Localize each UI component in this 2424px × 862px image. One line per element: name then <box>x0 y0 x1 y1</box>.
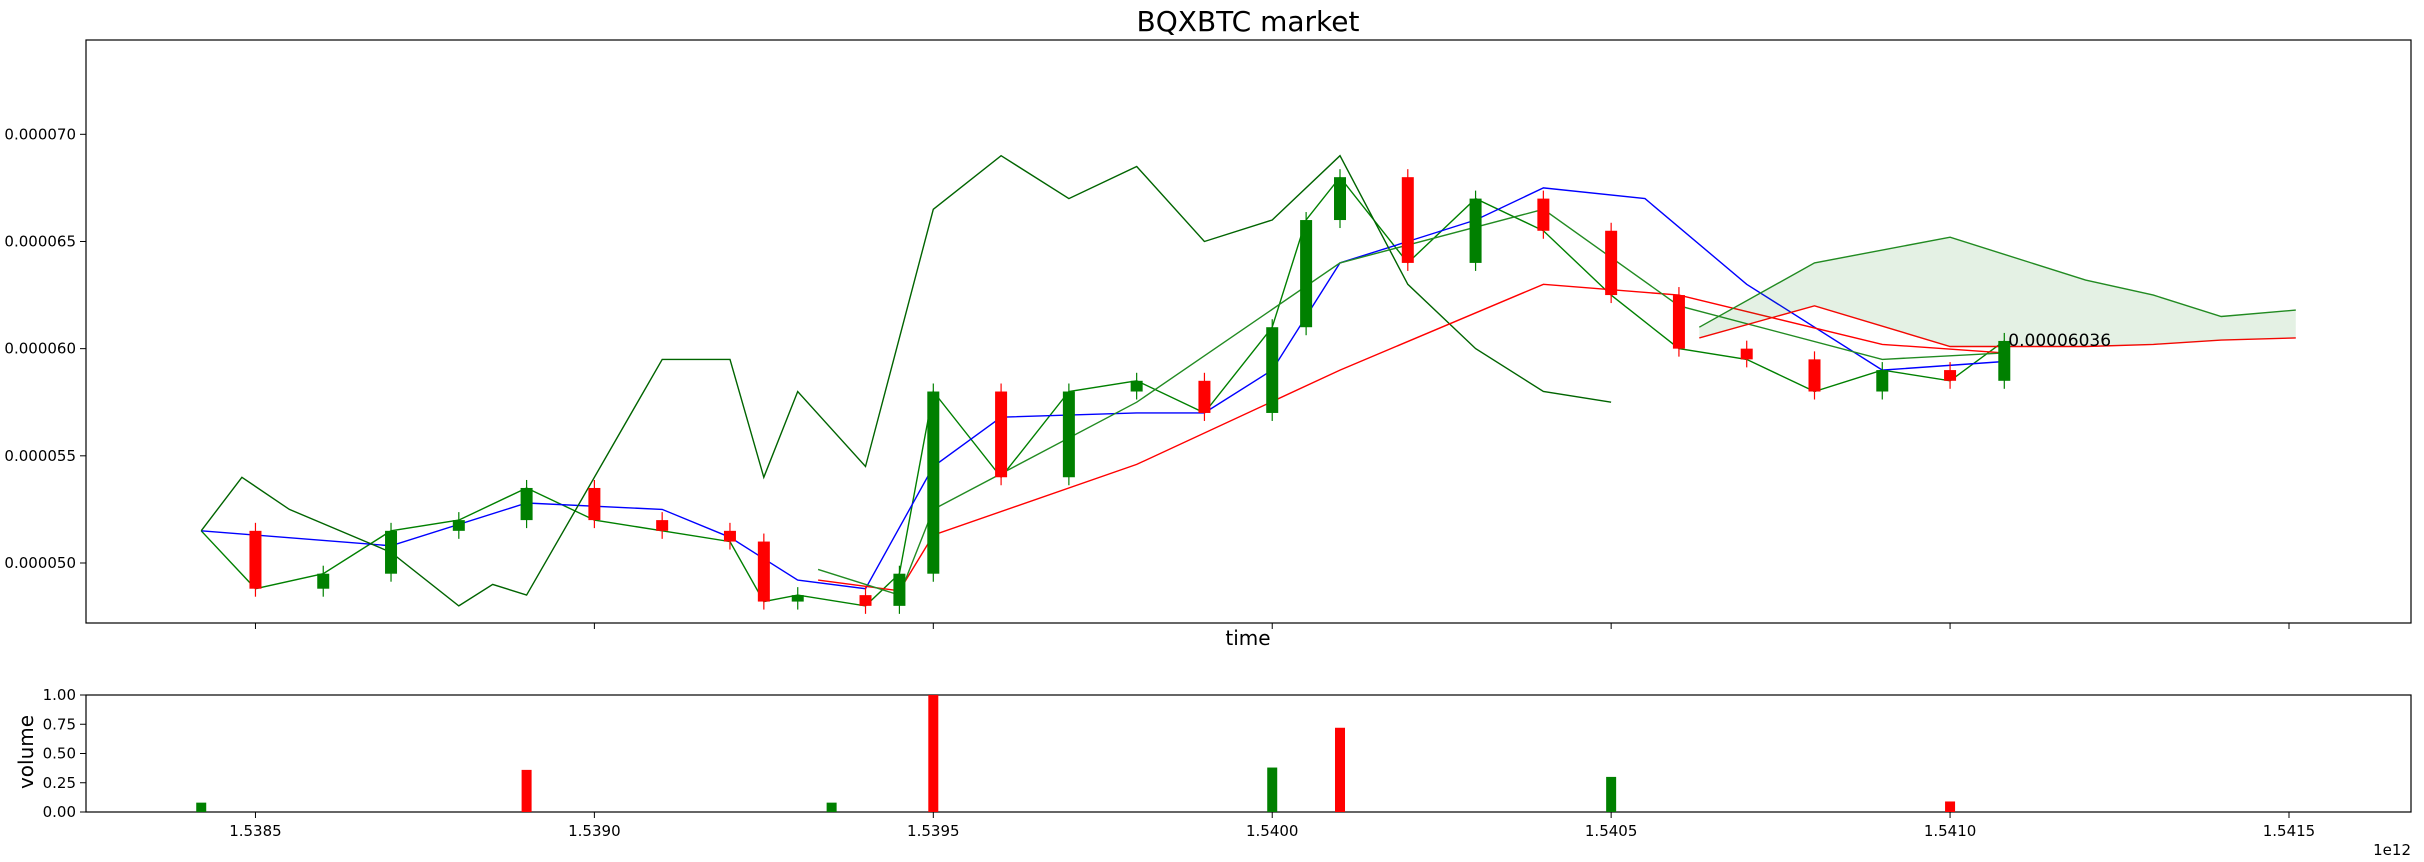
candle-body <box>723 530 736 542</box>
volume-bar <box>826 802 837 812</box>
price-marks <box>200 154 2296 614</box>
series-line-close <box>200 176 2005 607</box>
volume-plot-frame <box>85 694 2412 813</box>
candle-body <box>995 391 1008 478</box>
volume-y-axis-label: volume <box>14 715 38 789</box>
candle-body <box>452 520 465 531</box>
candle-body <box>1334 177 1347 221</box>
candle-body <box>1808 359 1821 392</box>
volume-y-tick-label: 1.00 <box>43 686 76 704</box>
price-panel: 0.000050 0.000055 0.000060 0.000065 0.000070… <box>4 39 2412 629</box>
price-y-tick-label: 0.000050 <box>4 554 76 572</box>
candle-body <box>1537 198 1550 231</box>
price-x-ticks <box>254 623 2290 629</box>
volume-y-tick-label: 0.00 <box>43 803 76 821</box>
series-line-dark-green-line <box>200 154 1612 607</box>
candle-body <box>588 487 601 521</box>
price-y-tick-label: 0.000065 <box>4 232 76 250</box>
volume-bar <box>196 802 207 812</box>
series-line-lower-band-green- <box>817 208 2005 596</box>
x-axis-label: time <box>1225 626 1270 650</box>
volume-bar <box>928 695 939 812</box>
candle-body <box>757 541 770 602</box>
candle-body <box>520 487 533 521</box>
candle-body <box>1740 348 1753 360</box>
candle-body <box>1401 177 1414 263</box>
candle-body <box>249 530 262 589</box>
price-y-tick-label: 0.000055 <box>4 447 76 465</box>
candle-body <box>385 530 398 574</box>
last-price-label: 0.00006036 <box>2008 331 2111 351</box>
candle-body <box>893 573 906 606</box>
volume-y-ticks: 0.00 0.25 0.50 0.75 1.00 <box>43 686 86 821</box>
volume-x-tick-label: 1.5395 <box>907 822 960 840</box>
candle-body <box>1130 380 1143 392</box>
volume-bars <box>196 695 1956 812</box>
ichimoku-cloud-fill <box>1699 237 2296 347</box>
series-line-cloud-lower <box>1699 305 2296 348</box>
volume-y-tick-label: 0.75 <box>43 715 76 733</box>
candle-body <box>927 391 940 574</box>
candle-body <box>1266 327 1279 413</box>
series-line-upper-band-red- <box>818 283 2005 592</box>
candle-body <box>656 520 669 531</box>
volume-x-ticks: 1.5385 1.5390 1.5395 1.5400 1.5405 1.5410 1.54… <box>229 812 2315 840</box>
volume-x-tick-label: 1.5405 <box>1585 822 1638 840</box>
volume-panel: 0.000.250.500.751.00 1.5385 1.5390 1.5395 1… <box>43 686 2412 840</box>
price-y-tick-label: 0.000070 <box>4 125 76 143</box>
chart-title: BQXBTC market <box>1137 5 1360 38</box>
x-offset-label: 1e12 <box>2373 841 2411 859</box>
candle-body <box>1469 198 1482 263</box>
volume-bar <box>1606 776 1617 812</box>
candle-body <box>1300 220 1313 328</box>
candle-body <box>1672 295 1685 349</box>
candle-body <box>1998 340 2011 381</box>
candle-body <box>1605 230 1618 296</box>
volume-bar <box>1945 801 1956 812</box>
volume-x-tick-label: 1.5390 <box>568 822 621 840</box>
candle-body <box>1876 370 1889 392</box>
volume-x-tick-label: 1.5385 <box>229 822 282 840</box>
volume-y-tick-label: 0.50 <box>43 745 76 763</box>
candle-body <box>317 573 330 589</box>
price-y-tick-label: 0.000060 <box>4 340 76 358</box>
series-line-cloud-upper <box>1698 236 2296 328</box>
candle-body <box>1198 380 1211 413</box>
volume-y-tick-label: 0.25 <box>43 774 76 792</box>
volume-bar <box>1335 727 1346 812</box>
price-y-ticks: 0.000050 0.000055 0.000060 0.000065 0.000070 <box>4 125 86 572</box>
volume-x-tick-label: 1.5415 <box>2263 822 2316 840</box>
candle-body <box>1062 391 1075 478</box>
volume-x-tick-label: 1.5410 <box>1924 822 1977 840</box>
candle-body <box>791 595 804 602</box>
candle-body <box>1944 370 1957 381</box>
series-line-blue-line <box>201 187 2005 590</box>
price-plot-frame <box>85 39 2412 624</box>
volume-bar <box>1267 767 1278 812</box>
volume-x-tick-label: 1.5400 <box>1246 822 1299 840</box>
volume-bar <box>521 769 532 812</box>
candle-body <box>859 595 872 606</box>
